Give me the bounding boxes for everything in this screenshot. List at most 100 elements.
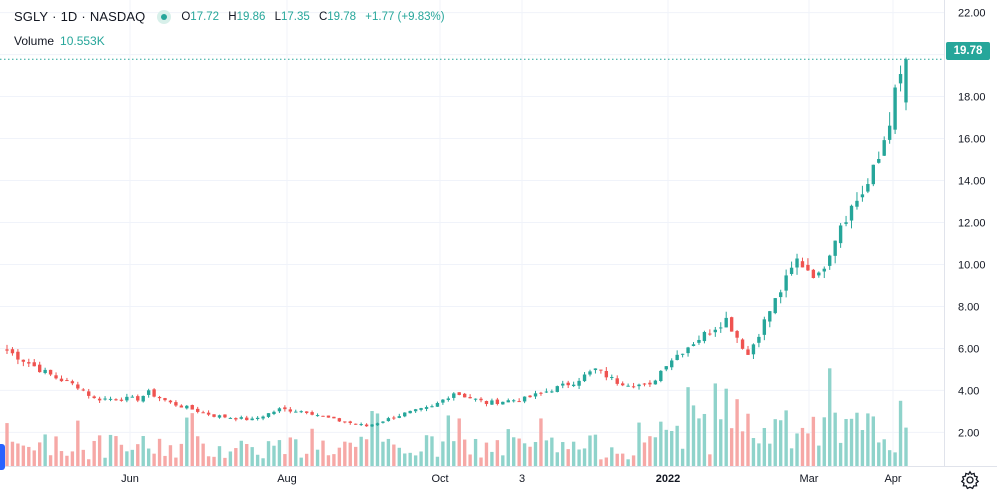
volume-bar [588, 435, 592, 466]
candle-body [697, 339, 701, 343]
candle-body [250, 418, 254, 421]
candle-body [849, 205, 854, 221]
volume-bar [70, 451, 75, 466]
candle-body [239, 417, 243, 419]
candle-body [141, 395, 145, 402]
candle-body [838, 225, 843, 244]
volume-bar [299, 457, 303, 466]
volume-bar [773, 419, 777, 466]
volume-bar [866, 413, 870, 466]
volume-bar [882, 439, 886, 466]
price-tick-label: 4.00 [958, 385, 979, 397]
candle-body [261, 416, 265, 419]
volume-bar [435, 456, 440, 466]
volume-bar [517, 438, 521, 466]
market-status-icon[interactable] [157, 9, 172, 24]
volume-bar [315, 449, 320, 466]
candle-body [577, 380, 581, 386]
volume-bar [5, 423, 9, 466]
volume-bar [462, 439, 467, 466]
volume-bar [272, 445, 276, 466]
last-price-badge: 19.78 [946, 42, 990, 60]
price-tick-label: 22.00 [958, 8, 986, 20]
candle-body [800, 261, 805, 268]
volume-bar [582, 448, 587, 466]
candle-body [272, 411, 276, 415]
candle-body [299, 411, 303, 413]
volume-bar [811, 416, 816, 466]
volume-bar [746, 413, 750, 466]
volume-bar [97, 435, 102, 466]
candle-body [157, 396, 162, 399]
candle-body [653, 380, 658, 385]
volume-bar [424, 435, 429, 466]
volume-bar [528, 446, 532, 466]
candle-body [27, 362, 31, 364]
candle-body [65, 380, 69, 382]
volume-bar [92, 440, 96, 466]
candle-body [566, 382, 570, 386]
interval[interactable]: 1D [60, 9, 78, 24]
volume-bar [294, 439, 298, 466]
volume-bar [321, 440, 325, 466]
symbol-name[interactable]: SGLY [14, 9, 49, 24]
candle-body [768, 311, 772, 322]
gear-icon[interactable] [960, 470, 980, 490]
volume-bar [375, 413, 380, 466]
exchange: NASDAQ [89, 9, 146, 24]
candle-body [544, 391, 549, 393]
volume-bar [304, 453, 309, 466]
price-axis[interactable]: 2.00 4.00 6.00 8.00 10.00 12.00 14.00 16.00 18.0… [958, 8, 986, 440]
volume-bar [670, 430, 674, 466]
volume-bar [653, 437, 658, 466]
candle-body [680, 353, 685, 355]
close-value: 19.78 [327, 10, 357, 23]
volume-bar [179, 443, 184, 466]
candle-body [648, 382, 652, 385]
candle-body [16, 351, 20, 360]
volume-bar [544, 440, 549, 466]
volume-bar [555, 452, 559, 466]
volume-bar [789, 448, 794, 466]
candle-body [87, 391, 91, 396]
time-axis[interactable]: Jun Aug Oct 3 2022 Mar Apr [121, 473, 902, 485]
candle-body [904, 59, 908, 103]
candle-body [610, 376, 614, 378]
candle-body [588, 371, 592, 375]
volume-bar [228, 451, 233, 466]
candle-body [675, 354, 679, 360]
volume-bar [397, 447, 401, 466]
candle-body [70, 381, 75, 384]
volume-bar [659, 421, 663, 466]
volume-bar [261, 458, 265, 466]
candle-body [501, 401, 505, 405]
candle-body [735, 331, 739, 338]
candle-body [32, 362, 36, 367]
candle-body [288, 409, 293, 412]
volume-bar [59, 451, 64, 466]
candle-body [337, 418, 342, 422]
candle-body [76, 384, 80, 389]
volume-bar [620, 453, 625, 466]
candle-body [512, 400, 516, 402]
candle-body [484, 400, 489, 405]
candle-body [828, 255, 832, 266]
candle-body [806, 264, 810, 271]
candle-body [397, 416, 401, 418]
candle-body [887, 125, 892, 140]
candle-body [702, 332, 707, 342]
volume-bar [359, 436, 363, 466]
candle-body [822, 268, 826, 272]
candle-body [664, 366, 668, 370]
candle-body [468, 396, 472, 399]
volume-bar [125, 451, 129, 466]
volume-bar [332, 454, 336, 466]
volume-bar [615, 453, 619, 466]
candle-body [708, 333, 712, 335]
volume-bar [65, 455, 69, 466]
candle-body [479, 398, 483, 401]
volume-bar [512, 437, 516, 466]
side-panel-tab[interactable] [0, 444, 5, 470]
candle-body [321, 415, 325, 417]
